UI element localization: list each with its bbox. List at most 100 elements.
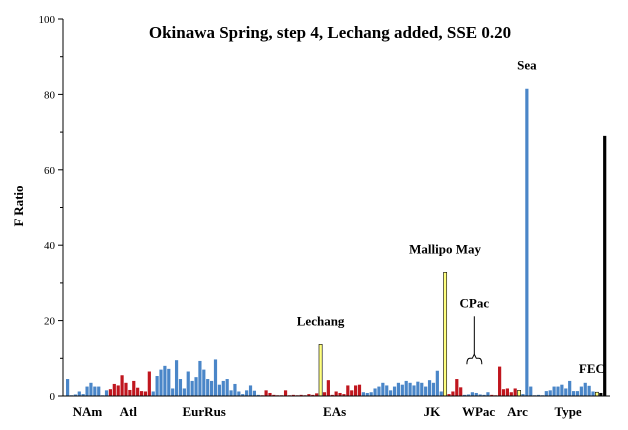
annotation-lechang: Lechang [297,313,345,328]
bar-0 [66,379,70,396]
bar-87 [404,380,408,396]
bar-30 [182,388,186,396]
y-tick-label-0: 0 [50,391,56,403]
group-label-eas: EAs [323,404,346,419]
bar-82 [385,385,389,396]
bar-117 [521,394,525,396]
bar-48 [252,390,257,396]
bar-52 [268,392,272,396]
bar-136 [595,391,599,397]
bar-104 [470,392,474,396]
bar-27 [171,388,175,396]
bar-58 [291,394,295,396]
bar-84 [392,386,397,396]
bar-103 [466,394,471,396]
bar-80 [377,386,381,396]
bar-138 [603,135,607,396]
bar-25 [163,365,167,396]
bar-41 [225,379,229,396]
group-labels-layer: NAm Atl EurRus EAs JK WPac Arc Type [73,404,582,419]
bar-20 [143,391,148,396]
bar-131 [575,391,580,396]
bar-118 [525,88,529,396]
bar-66 [322,392,327,396]
bar-11 [108,389,112,396]
bar-126 [556,386,560,396]
bar-18 [136,387,140,396]
bar-135 [591,391,595,396]
bar-86 [400,384,404,396]
bar-72 [346,385,350,396]
group-label-wpac: WPac [462,404,495,419]
bar-70 [338,392,342,396]
y-tick-label-20: 20 [44,316,56,328]
annotation-sea: Sea [517,58,537,73]
bar-77 [365,392,369,396]
bracket-cpac [466,353,483,365]
bar-127 [560,384,564,396]
bar-130 [571,391,576,396]
bar-93 [427,380,432,396]
bar-121 [536,394,541,396]
bar-34 [198,360,202,396]
bar-60 [299,394,303,396]
bar-23 [155,376,159,396]
bar-95 [435,370,439,396]
bar-5 [85,386,89,396]
y-ticks-layer: 0 20 40 60 80 100 [39,14,63,403]
bar-96 [439,391,443,396]
bars-layer [66,88,607,397]
bar-51 [264,390,268,396]
group-label-nam: NAm [73,404,103,419]
bar-125 [552,386,556,396]
bar-83 [389,390,393,396]
bar-128 [564,388,568,396]
bar-2 [73,394,77,396]
bar-133 [583,382,587,396]
bar-89 [412,385,416,396]
bar-10 [104,390,109,396]
group-label-jk: JK [424,404,442,419]
bar-47 [248,385,253,396]
bar-56 [283,390,288,396]
bar-99 [451,391,455,396]
bar-36 [206,379,210,396]
bar-12 [112,383,116,396]
bar-115 [513,388,517,396]
group-label-type: Type [554,404,581,419]
bar-3 [77,391,81,396]
bar-88 [408,382,412,396]
bar-102 [462,394,467,396]
bar-76 [361,392,365,396]
bar-71 [342,394,346,396]
y-tick-label-80: 80 [44,89,56,101]
bar-67 [326,380,330,396]
bar-21 [147,371,151,396]
bar-35 [202,369,206,396]
bar-44 [237,391,241,396]
y-tick-label-100: 100 [39,14,56,26]
bar-107 [482,394,486,396]
bar-98 [447,394,451,396]
bar-85 [396,382,401,396]
bar-26 [167,368,171,396]
bar-113 [505,388,509,396]
bar-6 [89,382,93,396]
bar-91 [420,382,424,396]
bar-114 [509,392,513,396]
bar-63 [311,394,315,396]
bar-19 [139,391,144,396]
bar-37 [210,380,214,396]
bar-124 [548,390,552,396]
bar-68 [330,394,334,396]
bar-134 [587,385,591,396]
bar-97 [443,272,448,397]
bar-137 [599,392,603,396]
bar-112 [501,389,506,396]
bar-116 [517,390,521,397]
bar-4 [81,394,85,396]
bar-92 [424,386,428,396]
bar-119 [529,386,533,396]
bar-101 [459,387,463,396]
